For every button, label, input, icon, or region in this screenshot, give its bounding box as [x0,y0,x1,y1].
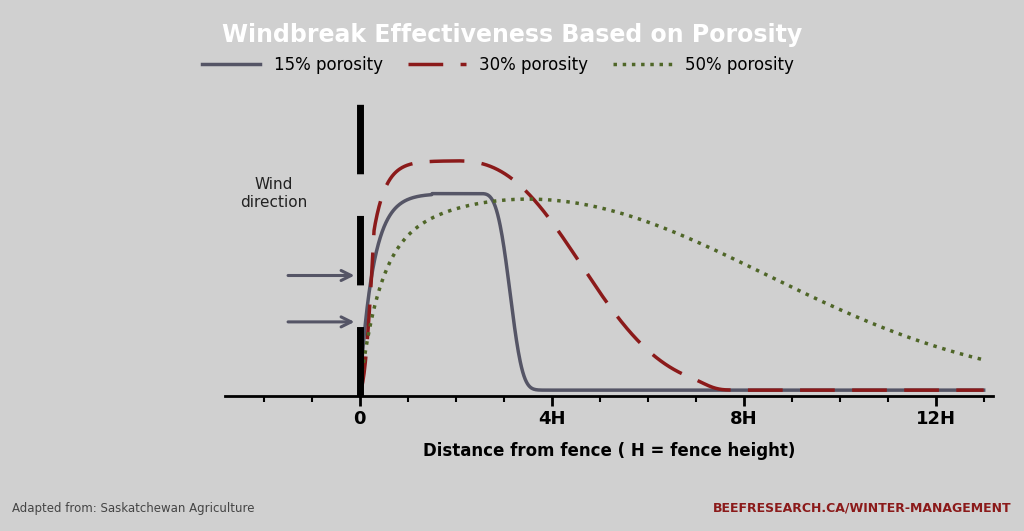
Text: Adapted from: Saskatchewan Agriculture: Adapted from: Saskatchewan Agriculture [12,502,255,515]
Text: BEEFRESEARCH.CA/WINTER-MANAGEMENT: BEEFRESEARCH.CA/WINTER-MANAGEMENT [713,502,1012,515]
X-axis label: Distance from fence ( H = fence height): Distance from fence ( H = fence height) [423,442,796,460]
Legend: 15% porosity, 30% porosity, 50% porosity: 15% porosity, 30% porosity, 50% porosity [196,49,801,81]
Text: Wind
direction: Wind direction [240,177,307,210]
Text: Windbreak Effectiveness Based on Porosity: Windbreak Effectiveness Based on Porosit… [222,22,802,47]
